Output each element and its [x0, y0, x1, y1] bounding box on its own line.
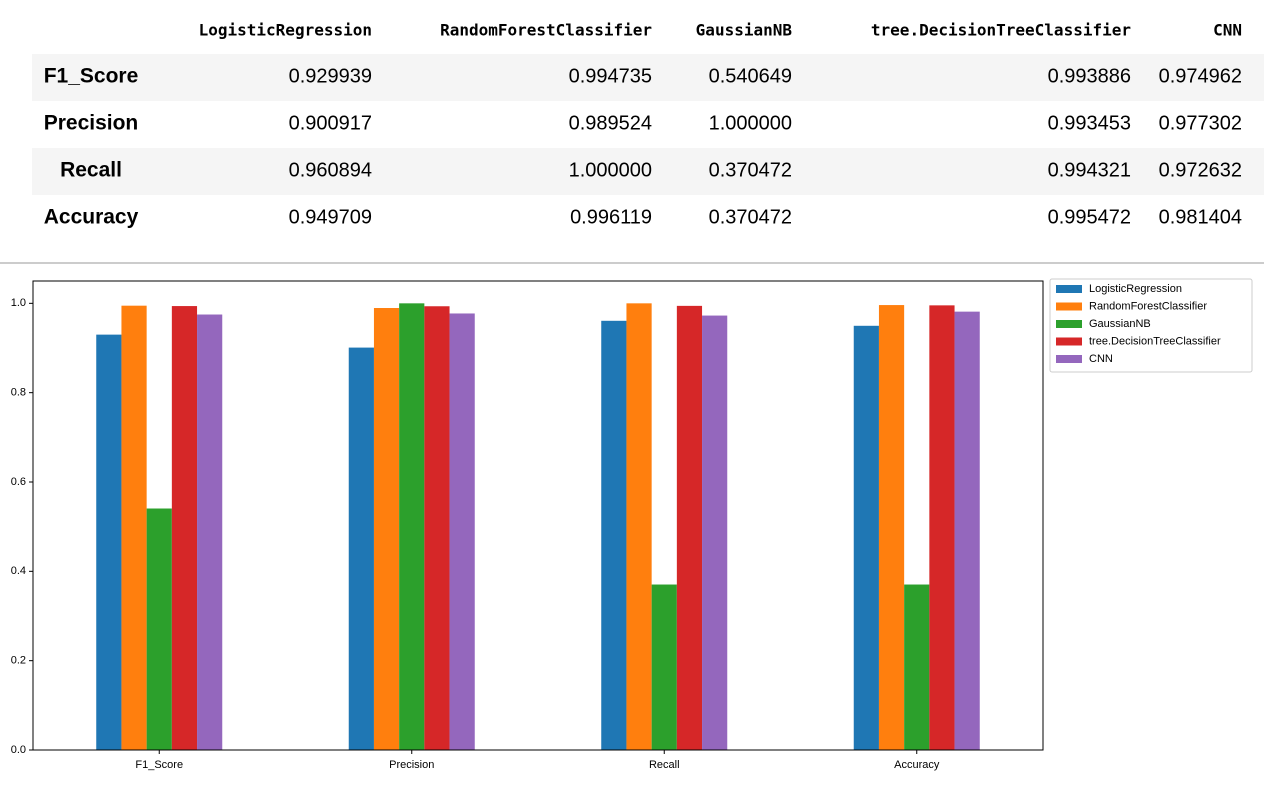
bar — [676, 305, 703, 750]
cell: 0.989524 — [569, 112, 652, 134]
cell: 0.995472 — [1048, 206, 1131, 228]
row-label: F1_Score — [44, 65, 139, 88]
bar — [904, 584, 930, 750]
legend-label: GaussianNB — [1089, 318, 1151, 330]
x-tick-label: Accuracy — [894, 759, 940, 771]
column-header: tree.DecisionTreeClassifier — [871, 21, 1131, 40]
row-label: Precision — [44, 112, 139, 135]
cell: 0.972632 — [1159, 159, 1242, 181]
bar — [702, 315, 728, 750]
legend-label: LogisticRegression — [1089, 283, 1182, 295]
bar — [853, 325, 879, 750]
legend-swatch — [1056, 337, 1082, 346]
cell: 1.000000 — [709, 112, 792, 134]
bar — [399, 303, 425, 750]
column-header: LogisticRegression — [199, 21, 372, 40]
bar — [449, 313, 475, 750]
cell: 0.900917 — [289, 112, 372, 134]
legend-swatch — [1056, 355, 1082, 363]
bar — [878, 305, 905, 750]
x-tick-label: F1_Score — [135, 759, 183, 771]
y-tick-label: 0.0 — [11, 744, 26, 756]
cell: 0.981404 — [1159, 206, 1242, 228]
legend-label: RandomForestClassifier — [1089, 300, 1207, 312]
row-label: Recall — [60, 159, 122, 182]
column-header: CNN — [1213, 21, 1242, 40]
bar — [373, 308, 400, 750]
y-tick-label: 0.4 — [11, 565, 26, 577]
cell: 0.996119 — [570, 206, 652, 228]
row-shade — [32, 54, 1264, 101]
legend-swatch — [1056, 302, 1082, 311]
bar — [424, 306, 450, 750]
cell: 0.929939 — [289, 65, 372, 87]
bar — [651, 584, 677, 750]
cell: 0.977302 — [1159, 112, 1242, 134]
cell: 0.540649 — [709, 65, 792, 87]
column-header: RandomForestClassifier — [440, 21, 652, 40]
y-tick-label: 0.6 — [11, 476, 26, 488]
legend-swatch — [1056, 285, 1082, 293]
bar — [929, 305, 955, 750]
cell: 0.949709 — [289, 206, 372, 228]
row-shade — [32, 148, 1264, 195]
x-tick-label: Recall — [649, 759, 680, 771]
cell: 0.994735 — [569, 65, 652, 87]
bar — [601, 320, 627, 750]
bar — [171, 306, 198, 750]
cell: 1.000000 — [569, 159, 652, 181]
bar — [626, 303, 652, 750]
y-tick-label: 0.2 — [11, 655, 26, 667]
bar — [121, 305, 147, 750]
cell: 0.993886 — [1048, 65, 1131, 87]
x-tick-label: Precision — [389, 759, 434, 771]
bar — [146, 508, 172, 750]
cell: 0.370472 — [709, 206, 792, 228]
legend-label: CNN — [1089, 353, 1113, 365]
legend-label: tree.DecisionTreeClassifier — [1089, 335, 1221, 347]
y-tick-label: 0.8 — [11, 387, 26, 399]
legend-swatch — [1056, 320, 1082, 328]
column-header: GaussianNB — [696, 21, 793, 40]
bar — [197, 314, 223, 750]
cell: 0.960894 — [289, 159, 372, 181]
bar — [348, 347, 374, 750]
y-tick-label: 1.0 — [11, 297, 26, 309]
legend-box — [1049, 278, 1253, 373]
cell: 0.993453 — [1048, 112, 1131, 134]
bar — [96, 334, 122, 750]
bar — [954, 311, 980, 750]
cell: 0.994321 — [1048, 159, 1131, 181]
plot-frame — [32, 280, 1044, 751]
cell: 0.974962 — [1159, 65, 1242, 87]
cell: 0.370472 — [709, 159, 792, 181]
row-label: Accuracy — [44, 206, 139, 229]
